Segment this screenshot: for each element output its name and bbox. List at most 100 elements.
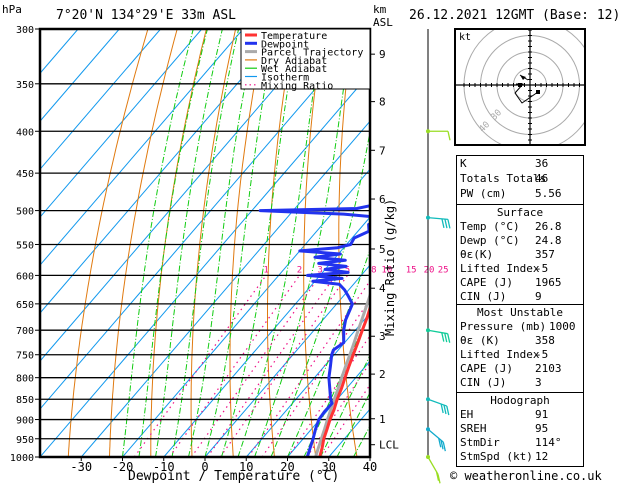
- wind-barb-shaft: [427, 428, 444, 443]
- wind-barb-flag: [442, 442, 446, 452]
- km-tick-label: 8: [379, 96, 386, 109]
- wet-adiabat-line: [320, 354, 370, 457]
- wind-barb-flag: [440, 440, 444, 450]
- dewpoint-line: [258, 204, 370, 457]
- isotherm-line: [204, 264, 370, 457]
- mixing-ratio-tick-label: 5: [345, 265, 350, 275]
- wind-barb-flag: [447, 131, 451, 141]
- pressure-tick-label: 1000: [10, 453, 34, 464]
- mu-row-value: 358: [535, 334, 555, 347]
- plot-frame: [38, 27, 372, 459]
- pressure-tick-label: 500: [16, 207, 34, 218]
- x-tick-label: 30: [322, 460, 336, 474]
- wind-barb-flag: [446, 405, 450, 416]
- hodograph-point: [536, 90, 540, 94]
- km-tick-label: LCL: [379, 439, 399, 452]
- wind-barb-flag: [441, 218, 445, 228]
- dry-adiabat-line: [586, 29, 629, 457]
- isotherm-line: [40, 72, 370, 457]
- surface-row-value: -5: [535, 262, 549, 275]
- wind-barb: [426, 215, 451, 229]
- isotherm-line: [40, 29, 326, 362]
- km-tick-label: 6: [379, 193, 386, 206]
- hodograph-title: Hodograph: [490, 394, 550, 407]
- legend-box: [240, 28, 371, 90]
- isotherm-line: [40, 29, 368, 410]
- x-tick-label: -10: [153, 460, 175, 474]
- wet-adiabat-line: [237, 29, 324, 457]
- wind-barb-shaft: [427, 456, 439, 475]
- km-tick-label: 2: [379, 368, 386, 381]
- mixing-ratio-tick-label: 15: [406, 265, 417, 275]
- km-tick-label: 1: [379, 413, 386, 426]
- surface-row-value: 357: [535, 248, 555, 261]
- surface-row-label: θε(K): [460, 248, 494, 261]
- index-k-label: K: [460, 157, 467, 170]
- legend-label: Dewpoint: [261, 39, 309, 50]
- x-tick-label: 20: [280, 460, 294, 474]
- mixing-ratio-tick-label: 10: [381, 265, 392, 275]
- pressure-tick-label: 800: [16, 374, 34, 385]
- wind-barb-flag: [435, 471, 440, 481]
- wind-barb: [426, 129, 451, 141]
- mu-row-value: -5: [535, 348, 549, 361]
- wind-barb-flag: [441, 332, 445, 342]
- wind-barb-flag: [438, 438, 442, 448]
- pressure-tick-label: 700: [16, 326, 34, 337]
- surface-row-label: Dewp (°C): [460, 234, 520, 247]
- mixing-ratio-tick-label: 3: [317, 265, 322, 275]
- copyright-link[interactable]: © weatheronline.co.uk: [450, 469, 602, 483]
- dry-adiabat-line: [616, 29, 629, 457]
- mu-row-label: Lifted Index: [460, 348, 540, 361]
- isotherm-line: [163, 216, 370, 457]
- storm-motion-line: [519, 74, 529, 81]
- hodo-row-label: SREH: [460, 422, 487, 435]
- surface-row-label: CIN (J): [460, 290, 507, 303]
- wet-adiabat-line: [287, 248, 370, 457]
- wind-barbs: [426, 29, 451, 484]
- index-tt-value: 46: [535, 172, 549, 185]
- hodo-row-value: 91: [535, 408, 549, 421]
- mu-row-label: CIN (J): [460, 376, 507, 389]
- wind-barb: [426, 328, 451, 343]
- pressure-lines: [40, 28, 370, 458]
- index-pw-label: PW (cm): [460, 187, 507, 200]
- hodograph-box: Hodograph EH 91 SREH 95 StmDir 114° StmS…: [456, 392, 584, 467]
- index-pw-value: 5.56: [535, 187, 562, 200]
- isotherm-line: [40, 29, 120, 122]
- indices-top-box: K 36 Totals Totals 46 PW (cm) 5.56: [456, 155, 584, 205]
- surface-row-label: Temp (°C): [460, 220, 520, 233]
- x-tick-label: -30: [70, 460, 92, 474]
- mixing-ratio-tick-label: 2: [297, 265, 302, 275]
- wind-barb-flag: [440, 403, 444, 414]
- mixing-ratio-tick-label: 20: [424, 265, 435, 275]
- most-unstable-box: Most Unstable Pressure (mb) 1000 θε (K) …: [456, 304, 584, 393]
- hodo-row-label: StmDir: [460, 436, 500, 449]
- mu-row-value: 3: [535, 376, 542, 389]
- wind-barb-flag: [443, 404, 447, 415]
- wind-barb-flag: [437, 474, 441, 484]
- profiles: [258, 204, 370, 457]
- legend-label: Isotherm: [261, 73, 309, 84]
- wind-barb-flag: [444, 218, 448, 229]
- wind-barb-shaft: [427, 398, 448, 407]
- surface-row-value: 1965: [535, 276, 562, 289]
- pressure-tick-label: 900: [16, 416, 34, 427]
- datetime-title: 26.12.2021 12GMT (Base: 12): [409, 8, 621, 23]
- dry-adiabat-line: [109, 29, 178, 457]
- surface-title: Surface: [496, 206, 544, 219]
- wind-barb-flag: [444, 333, 448, 343]
- hodo-row-label: StmSpd (kt): [460, 450, 533, 463]
- mixing-ratio-axis-label: Mixing Ratio (g/kg): [383, 198, 397, 336]
- mu-row-value: 1000: [549, 320, 576, 333]
- index-tt-label: Totals Totals: [460, 172, 547, 185]
- hodo-row-value: 114°: [535, 436, 562, 449]
- wet-adiabat-line: [138, 29, 208, 457]
- surface-row-label: CAPE (J): [460, 276, 513, 289]
- pressure-tick-label: 850: [16, 395, 34, 406]
- legend-label: Parcel Trajectory: [261, 48, 363, 59]
- dry-adiabat-line: [150, 29, 207, 457]
